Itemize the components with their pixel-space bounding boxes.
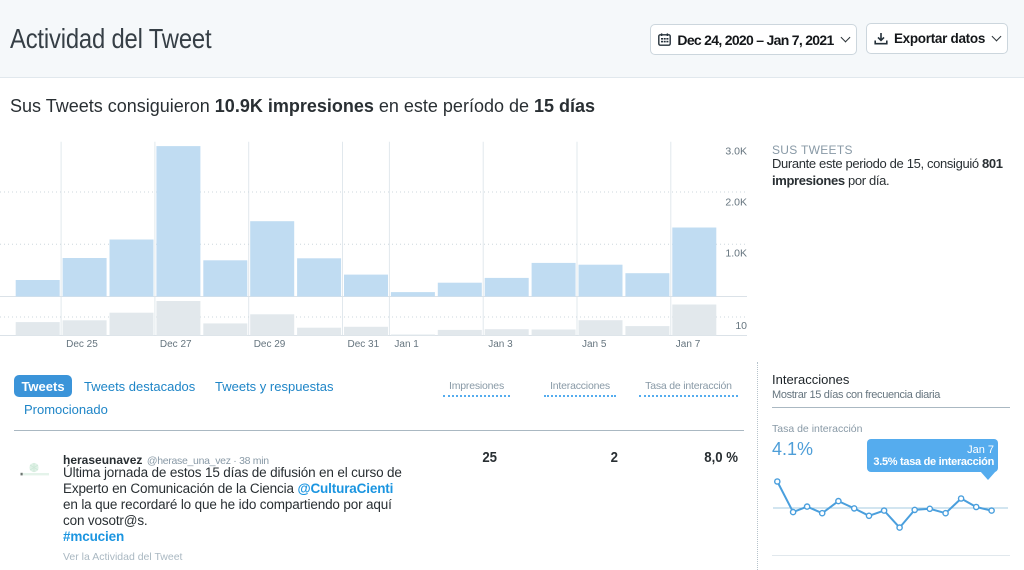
svg-text:10: 10	[735, 320, 747, 332]
svg-text:Jan 7: Jan 7	[676, 339, 701, 350]
svg-text:Dec 29: Dec 29	[254, 339, 286, 350]
svg-text:3.0K: 3.0K	[725, 145, 747, 157]
svg-text:Jan 3: Jan 3	[488, 339, 513, 350]
svg-text:Jan 5: Jan 5	[582, 339, 607, 350]
svg-text:Jan 1: Jan 1	[394, 339, 419, 350]
svg-text:1.0K: 1.0K	[725, 248, 747, 260]
svg-text:Dec 25: Dec 25	[66, 339, 98, 350]
svg-text:Dec 27: Dec 27	[160, 339, 192, 350]
svg-text:2.0K: 2.0K	[725, 197, 747, 209]
svg-text:Dec 31: Dec 31	[348, 339, 380, 350]
